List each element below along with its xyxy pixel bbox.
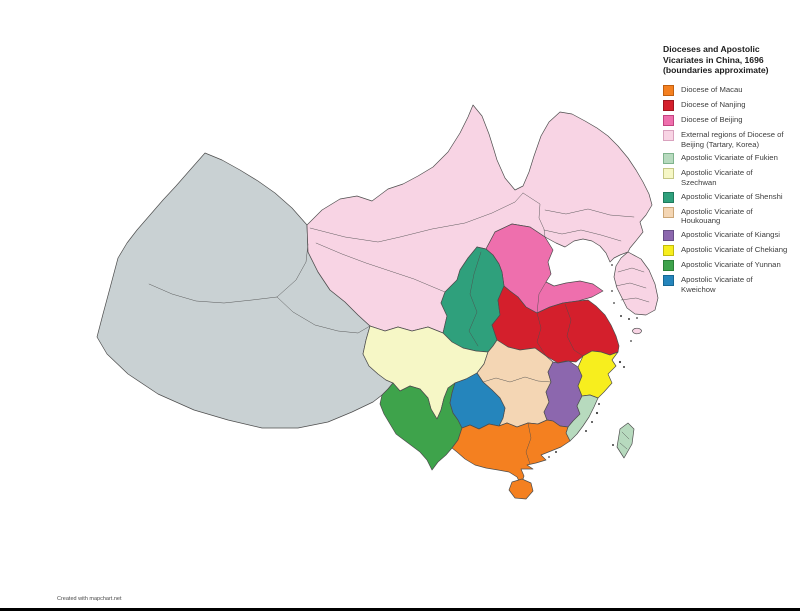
legend-color-swatch	[663, 153, 674, 165]
credit-text: Created with mapchart.net	[57, 596, 122, 602]
legend-item-label: Apostolic Vicariate of Szechwan	[681, 168, 753, 188]
legend-item-label: Apostolic Vicariate of Shenshi	[681, 191, 783, 201]
legend-item-label: Apostolic Vicariate of Houkouang	[681, 206, 753, 226]
legend: Dioceses and Apostolic Vicariates in Chi…	[663, 44, 796, 299]
legend-color-swatch	[663, 275, 674, 287]
region-hainan	[508, 478, 534, 500]
legend-title: Dioceses and Apostolic Vicariates in Chi…	[663, 44, 769, 76]
legend-item-label: Apostolic Vicariate of Chekiang	[681, 245, 788, 255]
legend-item: Apostolic Vicariate of Shenshi	[663, 191, 796, 203]
bottom-bar	[0, 608, 800, 611]
legend-item: Apostolic Vicariate of Szechwan	[663, 168, 796, 187]
region-taiwan	[616, 422, 635, 459]
legend-item-label: Apostolic Vicariate of Fukien	[681, 153, 778, 163]
legend-color-swatch	[663, 191, 674, 203]
legend-item-label: Apostolic Vicariate of Kweichow	[681, 275, 753, 294]
legend-color-swatch	[663, 245, 674, 257]
region-korea	[613, 251, 659, 316]
legend-item: Diocese of Nanjing	[663, 99, 796, 111]
legend-item-label: Diocese of Beijing	[681, 114, 743, 124]
province-boundaries	[148, 192, 650, 465]
legend-color-swatch	[663, 114, 674, 126]
legend-color-swatch	[663, 99, 674, 111]
map-regions	[96, 104, 659, 500]
legend-color-swatch	[663, 230, 674, 242]
legend-item: Diocese of Macau	[663, 84, 796, 96]
legend-color-swatch	[663, 206, 674, 218]
region-jeju-island	[632, 327, 642, 335]
region-vicariate-yunnan	[379, 382, 463, 471]
legend-color-swatch	[663, 84, 674, 96]
region-vicariate-chekiang	[577, 350, 619, 399]
coastal-islands	[548, 264, 638, 458]
legend-item-label: Diocese of Nanjing	[681, 99, 746, 109]
legend-color-swatch	[663, 129, 674, 141]
legend-item: Diocese of Beijing	[663, 114, 796, 126]
legend-item-label: Apostolic Vicariate of Kiangsi	[681, 230, 780, 240]
legend-color-swatch	[663, 260, 674, 272]
legend-item: Apostolic Vicariate of Yunnan	[663, 260, 796, 272]
legend-color-swatch	[663, 168, 674, 180]
legend-item-label: Diocese of Macau	[681, 84, 743, 94]
legend-items: Diocese of Macau Diocese of Nanjing Dioc…	[663, 84, 796, 295]
legend-item: Apostolic Vicariate of Kiangsi	[663, 230, 796, 242]
region-vicariate-kiangsi	[543, 360, 583, 428]
legend-item-label: External regions of Diocese of Beijing (…	[681, 129, 784, 149]
legend-item-label: Apostolic Vicariate of Yunnan	[681, 260, 781, 270]
region-diocese-of-macau	[451, 419, 571, 486]
legend-item: Apostolic Vicariate of Houkouang	[663, 206, 796, 226]
legend-item: Apostolic Vicariate of Fukien	[663, 153, 796, 165]
legend-item: Apostolic Vicariate of Chekiang	[663, 245, 796, 257]
legend-item: Apostolic Vicariate of Kweichow	[663, 275, 796, 294]
legend-item: External regions of Diocese of Beijing (…	[663, 129, 796, 149]
